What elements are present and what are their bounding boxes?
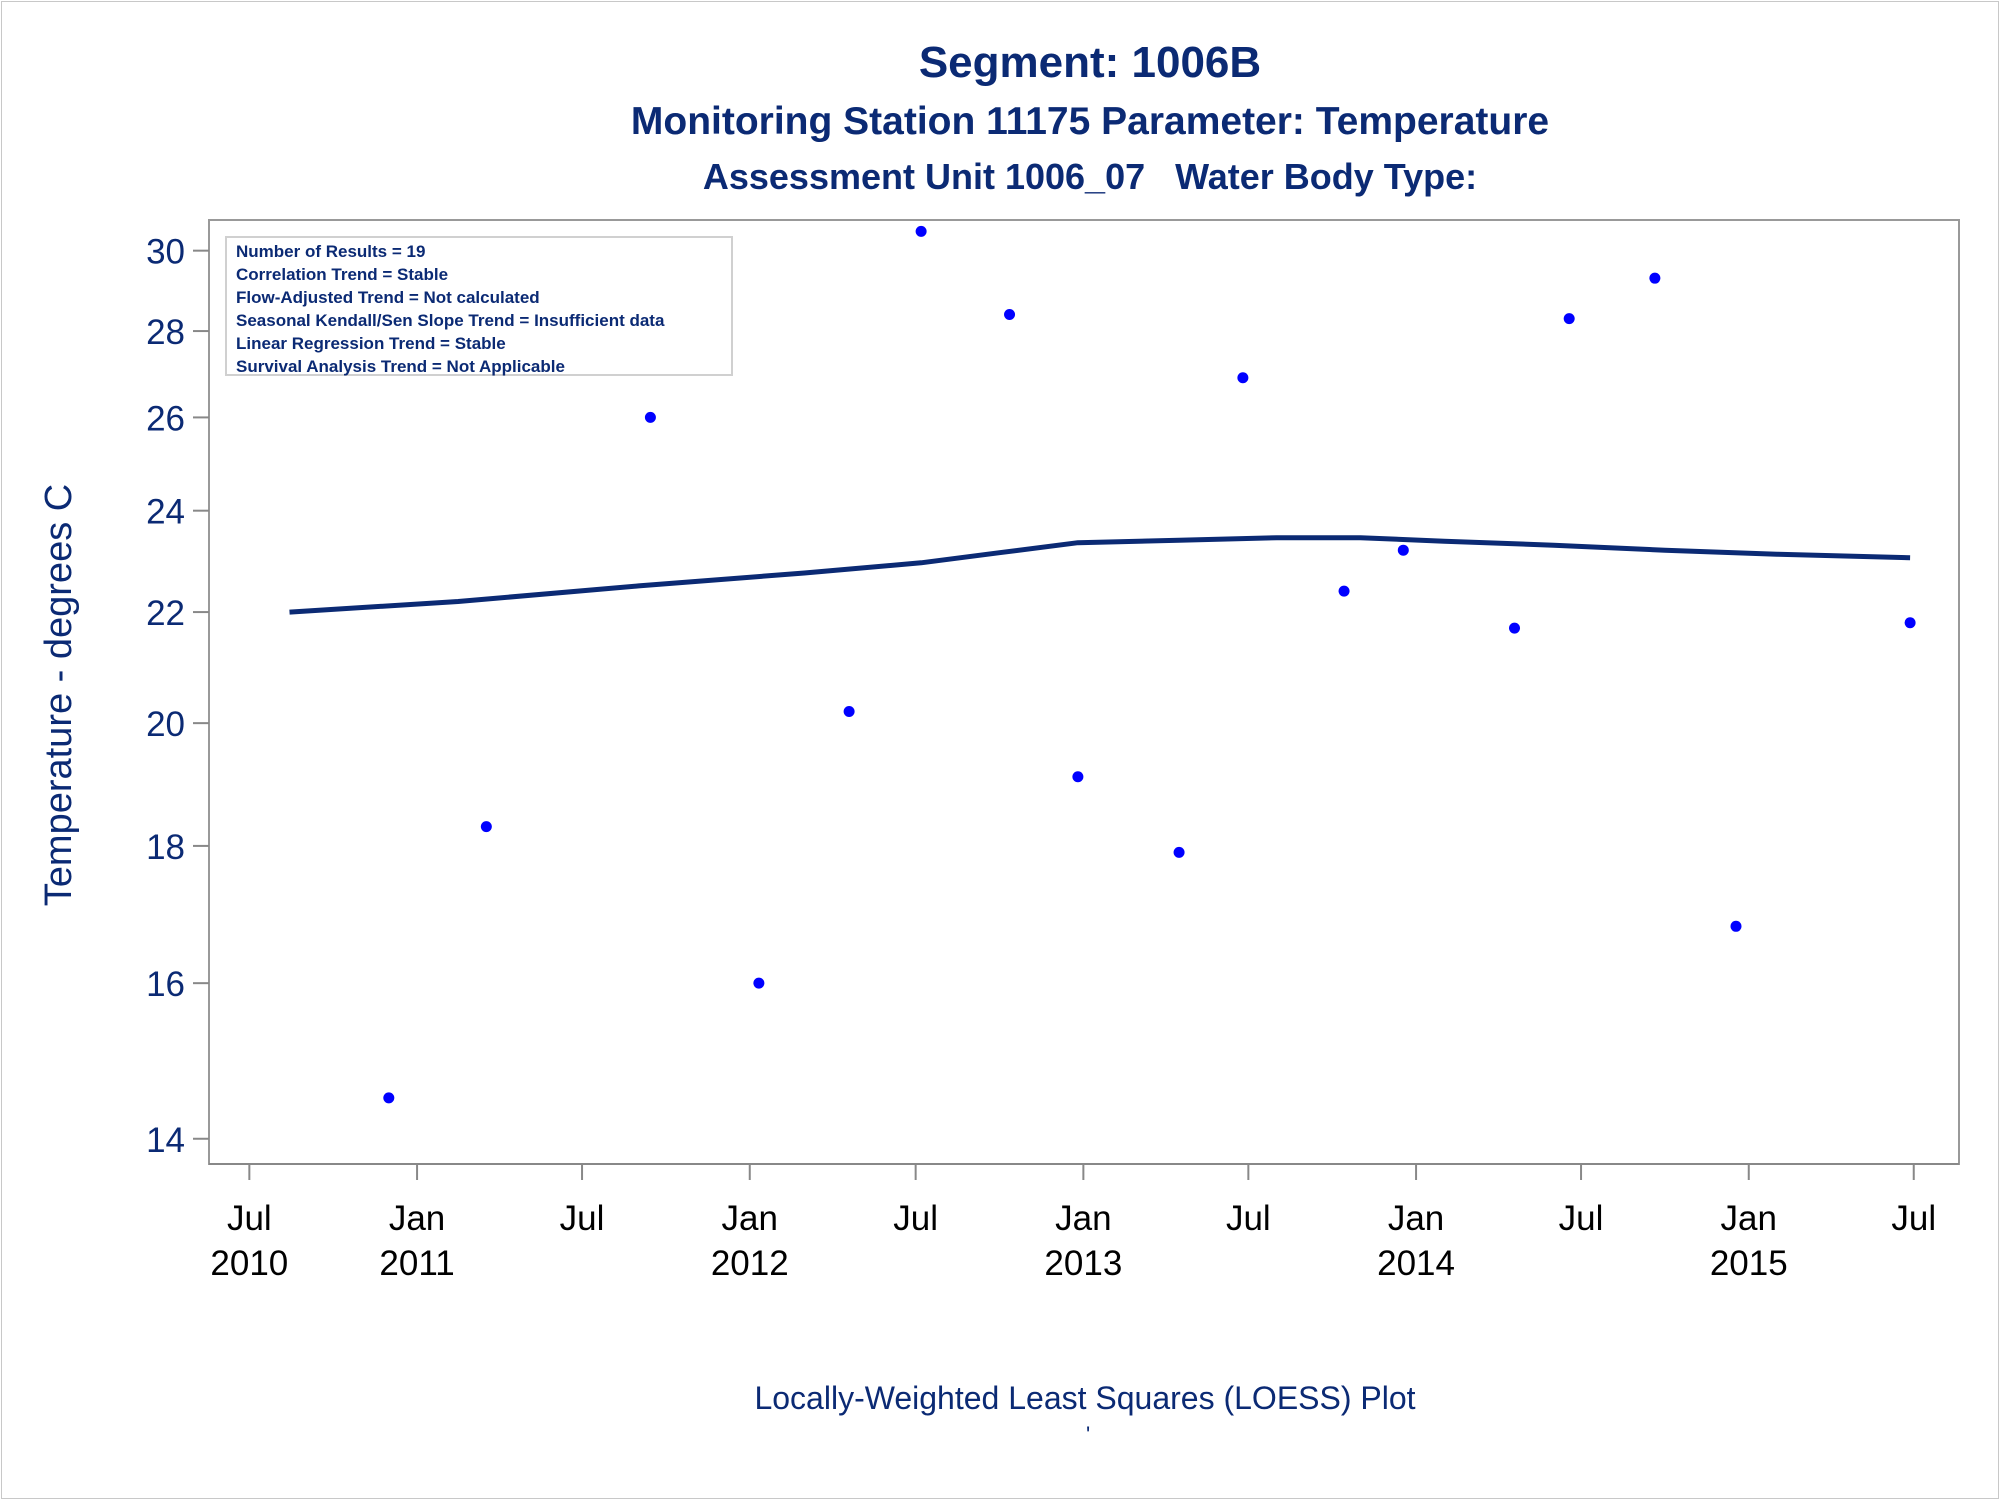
data-point bbox=[644, 411, 656, 423]
chart-title: Segment: 1006B bbox=[918, 38, 1262, 87]
y-axis: 14 16 18 20 22 24 26 28 30 bbox=[146, 233, 209, 1160]
x-tick-label-month: Jul bbox=[560, 1199, 605, 1238]
data-point bbox=[383, 1092, 395, 1104]
y-tick-label: 16 bbox=[146, 965, 185, 1004]
data-point bbox=[1649, 272, 1661, 284]
data-point bbox=[1338, 585, 1350, 597]
chart-subtitle-station: Monitoring Station 11175 Parameter: Temp… bbox=[630, 100, 1550, 143]
stat-linear-regression-trend: Linear Regression Trend = Stable bbox=[236, 334, 506, 353]
trend-stats-box: Number of Results = 19 Correlation Trend… bbox=[225, 236, 733, 376]
y-tick-label: 20 bbox=[146, 705, 185, 744]
x-axis: Jul 2010 Jan 2011 Jul Jan 2012 Jul Jan 2013 Jul Jan… bbox=[209, 1163, 1959, 1283]
y-tick-label: 14 bbox=[146, 1121, 185, 1160]
data-point bbox=[915, 225, 927, 237]
chart-footnote: Locally-Weighted Least Squares (LOESS) P… bbox=[754, 1380, 1416, 1416]
y-tick-label: 18 bbox=[146, 828, 185, 867]
x-tick-label-month: Jan bbox=[1721, 1199, 1777, 1238]
x-tick-label-month: Jan bbox=[722, 1199, 778, 1238]
x-tick-label-year: 2014 bbox=[1377, 1244, 1455, 1283]
x-tick-label-year: 2015 bbox=[1710, 1244, 1788, 1283]
x-tick-label-month: Jul bbox=[893, 1199, 938, 1238]
stat-number-of-results: Number of Results = 19 bbox=[236, 242, 426, 261]
x-tick-label-month: Jul bbox=[1559, 1199, 1604, 1238]
x-tick-label-year: 2013 bbox=[1044, 1244, 1122, 1283]
y-tick-label: 28 bbox=[146, 313, 185, 352]
stat-survival-analysis-trend: Survival Analysis Trend = Not Applicable bbox=[236, 357, 565, 376]
x-tick-label-year: 2011 bbox=[379, 1244, 454, 1283]
data-point bbox=[1004, 309, 1016, 321]
data-point bbox=[1904, 617, 1916, 629]
stat-flow-adjusted-trend: Flow-Adjusted Trend = Not calculated bbox=[236, 288, 540, 307]
data-point bbox=[1173, 846, 1185, 858]
x-tick-label-month: Jul bbox=[1891, 1199, 1936, 1238]
x-tick-label-month: Jul bbox=[227, 1199, 272, 1238]
data-point bbox=[1397, 544, 1409, 556]
x-tick-label-month: Jul bbox=[1226, 1199, 1271, 1238]
data-point bbox=[1509, 622, 1521, 634]
x-tick-label-month: Jan bbox=[1388, 1199, 1444, 1238]
loess-line-layer bbox=[289, 535, 1911, 615]
chart-subtitle-assessment: Assessment Unit 1006_07 Water Body Type: bbox=[702, 156, 1478, 197]
x-tick-label-year: 2010 bbox=[210, 1244, 288, 1283]
data-point bbox=[1563, 313, 1575, 325]
data-point bbox=[753, 977, 765, 989]
data-point bbox=[843, 706, 855, 718]
stat-seasonal-kendall-trend: Seasonal Kendall/Sen Slope Trend = Insuf… bbox=[236, 311, 665, 330]
data-point bbox=[1730, 920, 1742, 932]
data-point bbox=[1072, 771, 1084, 783]
y-tick-label: 30 bbox=[146, 233, 185, 272]
data-point bbox=[480, 821, 492, 833]
y-tick-label: 26 bbox=[146, 399, 185, 438]
y-tick-label: 24 bbox=[146, 493, 185, 532]
x-tick-label-year: 2012 bbox=[711, 1244, 789, 1283]
footnote-mark: ' bbox=[1086, 1422, 1091, 1447]
data-point bbox=[1237, 372, 1249, 384]
y-tick-label: 22 bbox=[146, 594, 185, 633]
x-tick-label-month: Jan bbox=[389, 1199, 445, 1238]
stat-correlation-trend: Correlation Trend = Stable bbox=[236, 265, 449, 284]
loess-line bbox=[289, 535, 1911, 615]
x-tick-label-month: Jan bbox=[1055, 1199, 1111, 1238]
